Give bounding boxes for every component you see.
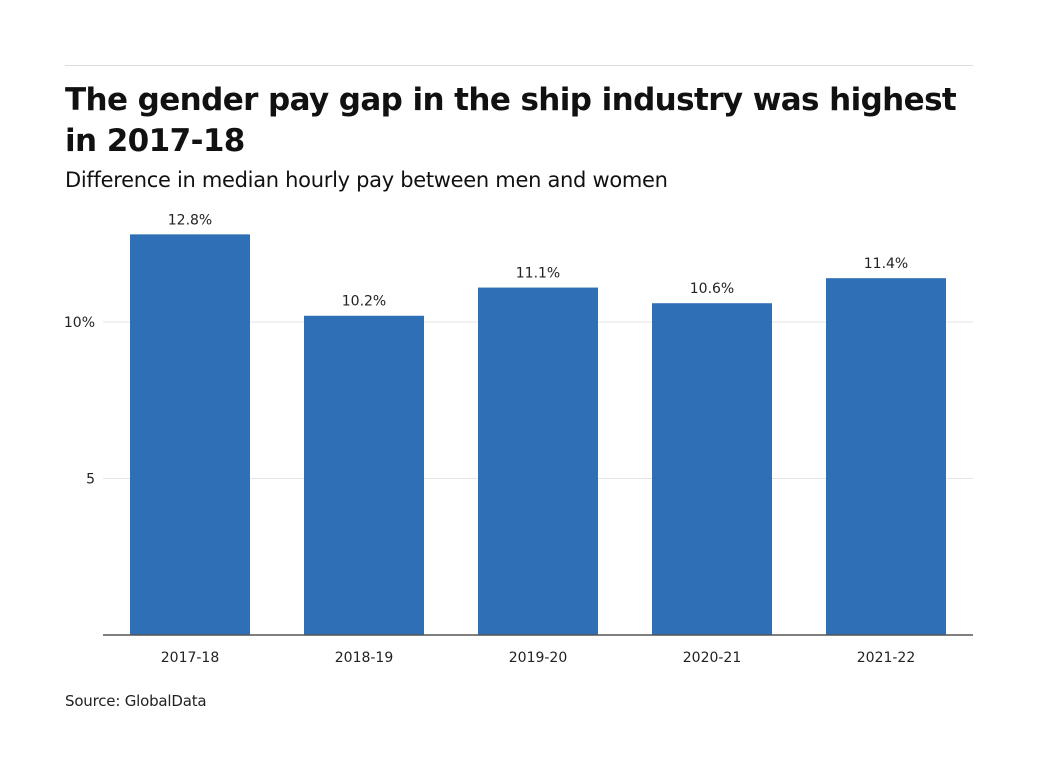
y-tick-label: 5 bbox=[86, 472, 95, 488]
bar bbox=[304, 315, 424, 635]
bar bbox=[652, 303, 772, 635]
x-tick-label: 2017-18 bbox=[161, 650, 220, 666]
data-label: 11.1% bbox=[516, 266, 560, 282]
x-tick-label: 2020-21 bbox=[683, 650, 742, 666]
data-label: 11.4% bbox=[864, 256, 908, 272]
source-note: Source: GlobalData bbox=[65, 692, 207, 710]
bars bbox=[130, 234, 946, 636]
data-labels: 12.8% 10.2% 11.1% 10.6% 11.4% bbox=[168, 212, 908, 309]
bar bbox=[130, 234, 250, 636]
bar bbox=[826, 278, 946, 635]
x-tick-label: 2019-20 bbox=[509, 650, 568, 666]
chart-subtitle: Difference in median hourly pay between … bbox=[65, 168, 668, 192]
bar bbox=[478, 287, 598, 635]
y-tick-label: 10% bbox=[64, 315, 95, 331]
data-label: 12.8% bbox=[168, 212, 212, 228]
data-label: 10.6% bbox=[690, 281, 734, 297]
x-axis-labels: 2017-18 2018-19 2019-20 2020-21 2021-22 bbox=[161, 650, 916, 666]
chart-title: The gender pay gap in the ship industry … bbox=[65, 82, 957, 159]
top-divider bbox=[65, 65, 973, 66]
data-label: 10.2% bbox=[342, 294, 386, 310]
y-axis-ticks: 5 10% bbox=[64, 315, 95, 488]
x-tick-label: 2018-19 bbox=[335, 650, 394, 666]
x-tick-label: 2021-22 bbox=[857, 650, 916, 666]
